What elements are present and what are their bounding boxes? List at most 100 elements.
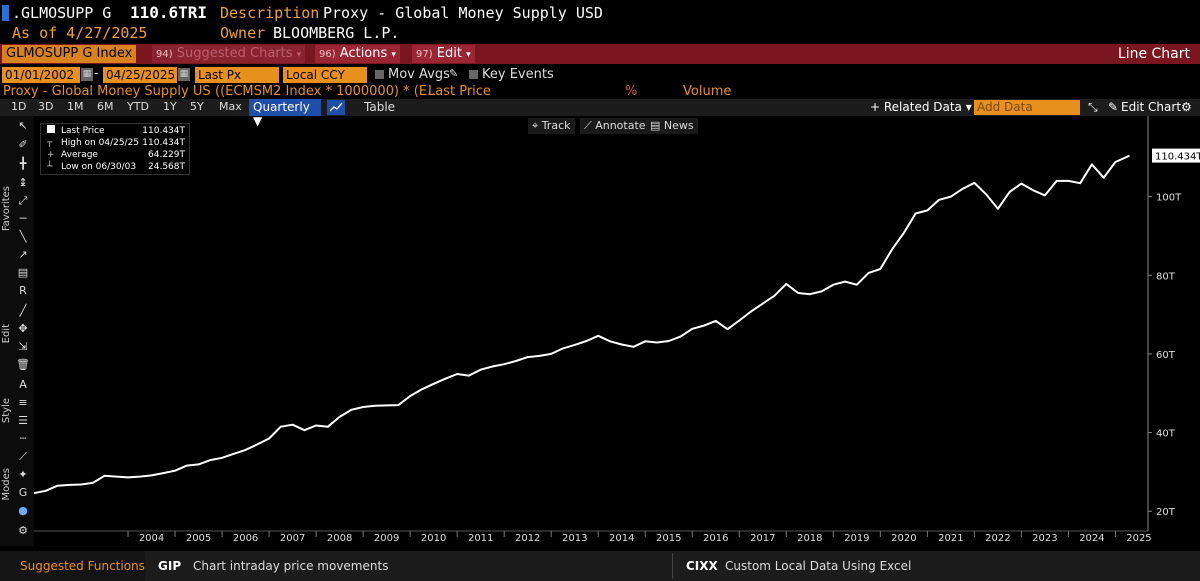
palette-icon[interactable]: ●: [18, 504, 28, 517]
chart-legend-box[interactable]: Last Price 110.434T ┬ High on 04/25/25 1…: [40, 123, 190, 175]
gear-icon[interactable]: ⚙: [18, 524, 28, 537]
annotate-label: Annotate: [595, 119, 646, 132]
frequency-dropdown[interactable]: Quarterly ▼: [249, 99, 321, 128]
series-field: Last Price: [428, 84, 491, 99]
legend-value: 110.434T: [142, 126, 185, 136]
collapse-icon[interactable]: ⤡: [1088, 100, 1098, 114]
edit-menu-button[interactable]: 97) Edit ▾: [412, 45, 475, 63]
tab-1m[interactable]: 1M: [67, 100, 84, 113]
horizontal-line-icon[interactable]: ─: [19, 212, 27, 225]
tab-3d[interactable]: 3D: [38, 100, 54, 113]
track-button[interactable]: ⌖ Track: [528, 118, 575, 134]
date-range-separator: -: [94, 66, 99, 80]
function-menu-bar: GLMOSUPP G Index 94) Suggested Charts ▾ …: [0, 44, 1200, 64]
gear-icon[interactable]: ⚙: [1181, 100, 1192, 114]
security-header: .GLMOSUPP G 110.6TRI Description Proxy -…: [0, 0, 1200, 44]
cursor-icon[interactable]: ↖: [18, 119, 28, 132]
tab-ytd[interactable]: YTD: [127, 100, 149, 113]
tab-5y[interactable]: 5Y: [190, 100, 204, 113]
actions-menu-button[interactable]: 96) Actions ▾: [315, 45, 400, 63]
suggested-functions-label[interactable]: Suggested Functions: [0, 551, 145, 581]
tab-1d[interactable]: 1D: [11, 100, 27, 113]
end-date-field[interactable]: 04/25/2025: [103, 67, 177, 83]
draw-icon[interactable]: ✐: [18, 138, 28, 151]
suggested-charts-number: 94): [156, 49, 173, 60]
series-unit: %: [625, 84, 638, 99]
field-selector[interactable]: Last Px: [195, 67, 279, 83]
move-icon[interactable]: ✥: [18, 322, 28, 335]
line-chart-icon[interactable]: [327, 100, 345, 115]
index-field[interactable]: GLMOSUPP G Index: [2, 45, 137, 63]
modes-section-label: Modes: [1, 468, 12, 501]
as-of-date: As of 4/27/2025: [12, 24, 148, 42]
diagonal-line-icon[interactable]: ╲: [19, 230, 27, 243]
line-weight-icon[interactable]: ≡: [18, 396, 28, 409]
crosshair-icon[interactable]: ╋: [19, 157, 27, 170]
pen-icon[interactable]: ╱: [19, 304, 27, 317]
chart-type-title: Line Chart: [1117, 46, 1190, 62]
low-marker-icon: ┴: [47, 162, 53, 172]
tab-1y[interactable]: 1Y: [163, 100, 177, 113]
edit-chart-button[interactable]: Edit Chart: [1121, 100, 1182, 114]
security-marker: [2, 5, 9, 21]
mov-avgs-checkbox[interactable]: [375, 70, 384, 79]
news-label: News: [663, 119, 694, 132]
style-section-label: Style: [1, 398, 12, 424]
series-swatch: [47, 125, 55, 133]
line-chart-svg[interactable]: 2004 2005 2006 2007 2008 2009 2010 2011 2012 2013…: [33, 116, 1200, 546]
ray-icon[interactable]: ↗: [18, 248, 28, 261]
add-data-input[interactable]: Add Data: [974, 100, 1080, 115]
tab-table[interactable]: Table: [364, 100, 396, 114]
function-code-gip[interactable]: GIP: [158, 559, 182, 573]
mov-avgs-label[interactable]: Mov Avgs: [388, 67, 450, 82]
dash-style-icon[interactable]: ┄: [19, 432, 27, 445]
news-button[interactable]: ▤ News: [646, 118, 698, 134]
price-chart[interactable]: 2004 2005 2006 2007 2008 2009 2010 2011 2012 2013…: [33, 116, 1200, 550]
calendar-icon[interactable]: ▦: [178, 68, 190, 81]
key-events-checkbox[interactable]: [469, 70, 478, 79]
period-tab-bar: 1D 3D 1M 6M YTD 1Y 5Y Max Quarterly ▼ Ta…: [0, 99, 1200, 128]
text-icon[interactable]: R: [19, 284, 27, 297]
calendar-icon[interactable]: ▦: [81, 68, 93, 81]
x-tick-label: 2021: [938, 533, 963, 544]
legend-label: Last Price: [61, 126, 105, 136]
magnet-icon[interactable]: G: [18, 486, 28, 499]
snap-icon[interactable]: ✦: [18, 468, 28, 481]
tab-max[interactable]: Max: [219, 100, 242, 113]
x-tick-label: 2020: [891, 533, 916, 544]
annotate-button[interactable]: ⟋ Annotate: [580, 118, 650, 134]
function-desc-cixx[interactable]: Custom Local Data Using Excel: [725, 559, 912, 573]
currency-selector[interactable]: Local CCY: [283, 67, 367, 83]
start-date-field[interactable]: 01/01/2002: [2, 67, 80, 83]
suggested-charts-button[interactable]: 94) Suggested Charts ▾: [152, 45, 306, 63]
last-value-tag: [1152, 148, 1200, 163]
edit-label: Edit: [436, 46, 462, 61]
pencil-icon[interactable]: ✎: [449, 67, 459, 80]
vertical-measure-icon[interactable]: ↨: [18, 176, 28, 189]
tab-6m[interactable]: 6M: [97, 100, 114, 113]
trash-icon[interactable]: 🗑: [16, 358, 30, 371]
x-tick-label: 2013: [562, 533, 587, 544]
trend-icon[interactable]: ⤢: [18, 194, 28, 207]
series-name[interactable]: Proxy - Global Money Supply US: [3, 84, 211, 99]
related-data-button[interactable]: + Related Data ▾: [870, 100, 972, 114]
average-marker-icon: +: [47, 150, 55, 160]
x-tick-label: 2018: [797, 533, 822, 544]
key-events-label[interactable]: Key Events: [482, 67, 554, 82]
edit-section-label: Edit: [1, 324, 12, 344]
line-style-icon[interactable]: ☰: [18, 414, 28, 427]
pencil-icon[interactable]: ✎: [1108, 100, 1119, 114]
annotate-icon[interactable]: A: [19, 378, 27, 391]
ticker[interactable]: .GLMOSUPP G: [12, 4, 112, 22]
owner-value: BLOOMBERG L.P.: [273, 24, 400, 42]
pencil-icon[interactable]: ⟋: [19, 450, 27, 463]
description-value: Proxy - Global Money Supply USD: [323, 4, 603, 22]
x-tick-label: 2008: [327, 533, 352, 544]
function-desc-gip[interactable]: Chart intraday price movements: [193, 559, 389, 573]
legend-row-average: + Average 64.229T: [41, 150, 189, 161]
actions-label: Actions: [339, 46, 388, 61]
money-supply-series-line[interactable]: [33, 154, 1130, 495]
resize-icon[interactable]: ⇲: [18, 340, 28, 353]
function-code-cixx[interactable]: CIXX: [686, 559, 718, 573]
channel-icon[interactable]: ▤: [17, 266, 29, 279]
